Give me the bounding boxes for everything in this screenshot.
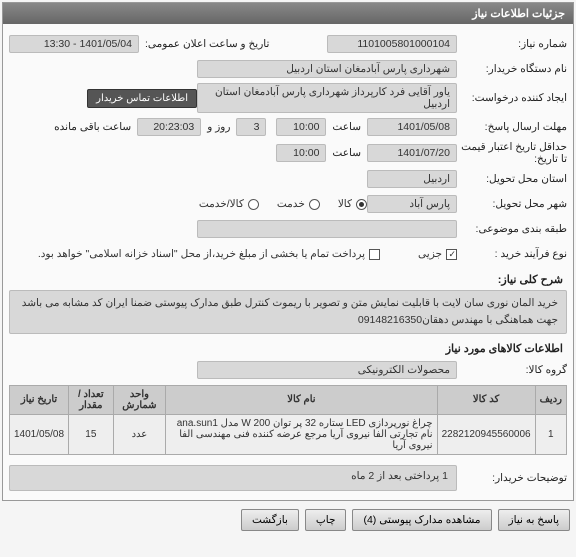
label-province: استان محل تحویل: bbox=[457, 173, 567, 185]
check-partial-input[interactable] bbox=[446, 249, 457, 260]
field-city: پارس آباد bbox=[367, 195, 457, 213]
field-days: 3 bbox=[236, 118, 266, 136]
field-org: شهرداری پارس آبادمغان استان اردبیل bbox=[197, 60, 457, 78]
table-cell: 15 bbox=[69, 414, 114, 454]
label-process-type: نوع فرآیند خرید : bbox=[457, 248, 567, 260]
need-details-panel: جزئیات اطلاعات نیاز شماره نیاز: 11010058… bbox=[2, 2, 574, 501]
radio-service-label: خدمت bbox=[277, 198, 305, 210]
field-classification bbox=[197, 220, 457, 238]
field-deadline-time: 10:00 bbox=[276, 118, 326, 136]
row-product-group: گروه کالا: محصولات الکترونیکی bbox=[9, 359, 567, 381]
row-requester: ایجاد کننده درخواست: یاور آقایی فرد کارپ… bbox=[9, 83, 567, 113]
table-header-cell: ردیف bbox=[535, 385, 566, 414]
table-body: 12282120945560006چراغ نورپردازی LED ستار… bbox=[10, 414, 567, 454]
row-deadline: مهلت ارسال پاسخ: 1401/05/08 ساعت 10:00 3… bbox=[9, 116, 567, 138]
check-payment[interactable]: پرداخت تمام یا بخشی از مبلغ خرید،از محل … bbox=[38, 248, 380, 260]
row-classification: طبقه بندی موضوعی: bbox=[9, 218, 567, 240]
contact-buyer-button[interactable]: اطلاعات تماس خریدار bbox=[87, 89, 197, 108]
field-buyer-notes: 1 پرداختی بعد از 2 ماه bbox=[9, 465, 457, 491]
label-classification: طبقه بندی موضوعی: bbox=[457, 223, 567, 235]
field-province: اردبیل bbox=[367, 170, 457, 188]
field-validity-time: 10:00 bbox=[276, 144, 326, 162]
label-city: شهر محل تحویل: bbox=[457, 198, 567, 210]
radio-goods-input[interactable] bbox=[356, 199, 367, 210]
table-row: 12282120945560006چراغ نورپردازی LED ستار… bbox=[10, 414, 567, 454]
label-deadline: مهلت ارسال پاسخ: bbox=[457, 121, 567, 133]
row-need-no: شماره نیاز: 1101005801000104 تاریخ و ساع… bbox=[9, 33, 567, 55]
table-header-cell: واحد شمارش bbox=[113, 385, 166, 414]
label-announce-dt: تاریخ و ساعت اعلان عمومی: bbox=[139, 38, 275, 50]
field-announce-dt: 1401/05/04 - 13:30 bbox=[9, 35, 139, 53]
table-cell: 2282120945560006 bbox=[437, 414, 535, 454]
label-validity: حداقل تاریخ اعتبار قیمت تا تاریخ: bbox=[457, 141, 567, 165]
table-header-row: ردیفکد کالانام کالاواحد شمارشتعداد / مقد… bbox=[10, 385, 567, 414]
label-hour-2: ساعت bbox=[326, 147, 367, 159]
label-day-and: روز و bbox=[201, 121, 236, 133]
row-buyer-notes: توضیحات خریدار: 1 پرداختی بعد از 2 ماه bbox=[9, 465, 567, 491]
field-requester: یاور آقایی فرد کارپرداز شهرداری پارس آبا… bbox=[197, 83, 457, 113]
check-payment-label: پرداخت تمام یا بخشی از مبلغ خرید،از محل … bbox=[38, 248, 365, 260]
field-product-group: محصولات الکترونیکی bbox=[197, 361, 457, 379]
table-header-cell: نام کالا bbox=[166, 385, 437, 414]
label-product-group: گروه کالا: bbox=[457, 364, 567, 376]
need-desc-title: شرح کلی نیاز: bbox=[13, 273, 563, 286]
attachments-button[interactable]: مشاهده مدارک پیوستی (4) bbox=[352, 509, 491, 531]
print-button[interactable]: چاپ bbox=[305, 509, 347, 531]
table-header-cell: تاریخ نیاز bbox=[10, 385, 69, 414]
back-button[interactable]: بازگشت bbox=[241, 509, 299, 531]
field-countdown: 20:23:03 bbox=[137, 118, 201, 136]
table-cell: 1 bbox=[535, 414, 566, 454]
panel-title: جزئیات اطلاعات نیاز bbox=[3, 3, 573, 24]
label-requester: ایجاد کننده درخواست: bbox=[457, 92, 567, 104]
field-deadline-date: 1401/05/08 bbox=[367, 118, 457, 136]
label-hour-1: ساعت bbox=[326, 121, 367, 133]
radio-service[interactable]: خدمت bbox=[277, 198, 320, 210]
check-partial-label: جزیی bbox=[418, 248, 442, 260]
reply-button[interactable]: پاسخ به نیاز bbox=[498, 509, 570, 531]
table-header-cell: کد کالا bbox=[437, 385, 535, 414]
row-validity: حداقل تاریخ اعتبار قیمت تا تاریخ: 1401/0… bbox=[9, 141, 567, 165]
radio-goods[interactable]: کالا bbox=[338, 198, 367, 210]
radio-goods-service-label: کالا/خدمت bbox=[199, 198, 244, 210]
row-province: استان محل تحویل: اردبیل bbox=[9, 168, 567, 190]
items-title: اطلاعات کالاهای مورد نیاز bbox=[13, 342, 563, 355]
radio-goods-label: کالا bbox=[338, 198, 352, 210]
check-payment-input[interactable] bbox=[369, 249, 380, 260]
row-org: نام دستگاه خریدار: شهرداری پارس آبادمغان… bbox=[9, 58, 567, 80]
need-description: خرید المان نوری سان لایت با قابلیت نمایش… bbox=[9, 290, 567, 334]
panel-body: شماره نیاز: 1101005801000104 تاریخ و ساع… bbox=[3, 24, 573, 500]
table-cell: 1401/05/08 bbox=[10, 414, 69, 454]
label-org: نام دستگاه خریدار: bbox=[457, 63, 567, 75]
label-need-no: شماره نیاز: bbox=[457, 38, 567, 50]
label-buyer-notes: توضیحات خریدار: bbox=[457, 472, 567, 484]
field-need-no: 1101005801000104 bbox=[327, 35, 457, 53]
footer-buttons: پاسخ به نیاز مشاهده مدارک پیوستی (4) چاپ… bbox=[0, 503, 576, 537]
row-city: شهر محل تحویل: پارس آباد کالا خدمت کالا/… bbox=[9, 193, 567, 215]
radio-goods-service-input[interactable] bbox=[248, 199, 259, 210]
field-validity-date: 1401/07/20 bbox=[367, 144, 457, 162]
table-cell: عدد bbox=[113, 414, 166, 454]
row-process-type: نوع فرآیند خرید : جزیی پرداخت تمام یا بخ… bbox=[9, 243, 567, 265]
check-partial[interactable]: جزیی bbox=[418, 248, 457, 260]
radio-goods-service[interactable]: کالا/خدمت bbox=[199, 198, 259, 210]
radio-service-input[interactable] bbox=[309, 199, 320, 210]
table-cell: چراغ نورپردازی LED ستاره 32 پر توان W 20… bbox=[166, 414, 437, 454]
table-header-cell: تعداد / مقدار bbox=[69, 385, 114, 414]
items-table: ردیفکد کالانام کالاواحد شمارشتعداد / مقد… bbox=[9, 385, 567, 455]
label-remaining: ساعت باقی مانده bbox=[48, 121, 137, 133]
